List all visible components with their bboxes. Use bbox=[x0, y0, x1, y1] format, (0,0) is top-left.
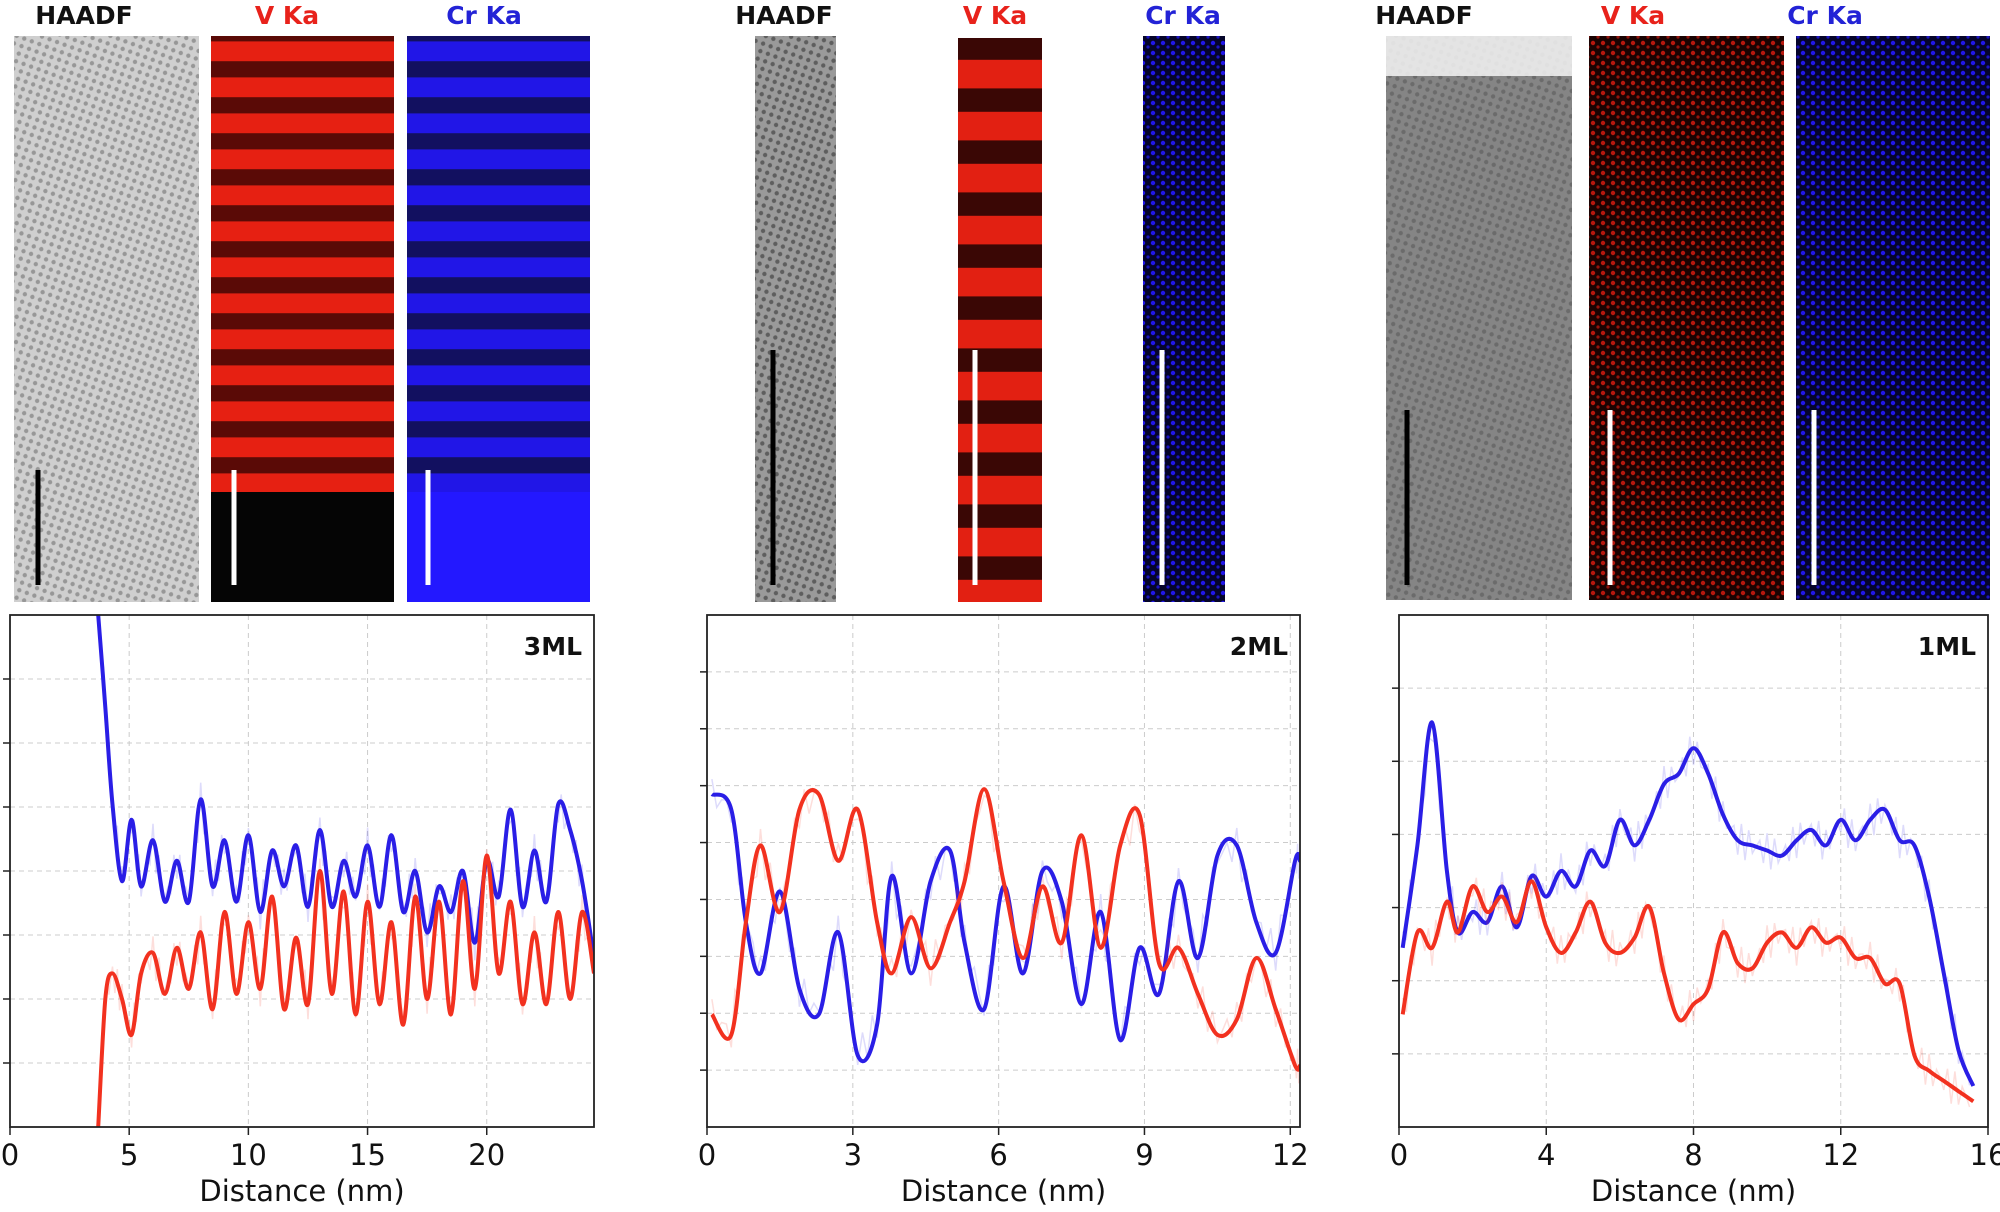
chart-2ML: 0 3 6 9 12 Distance (nm) 2ML bbox=[698, 614, 1309, 1208]
surface-region bbox=[1386, 36, 1572, 76]
map-label: Cr Ka bbox=[446, 1, 522, 30]
x-tick-label: 3 bbox=[844, 1138, 862, 1172]
x-axis-label: Distance (nm) bbox=[901, 1174, 1106, 1208]
series-line-cr-ka bbox=[710, 792, 1300, 1064]
raw-trace-v-ka bbox=[1401, 875, 1971, 1108]
map-image bbox=[14, 36, 199, 602]
map-image bbox=[958, 38, 1042, 602]
x-tick-label: 15 bbox=[349, 1138, 386, 1172]
series-group bbox=[96, 615, 594, 1127]
x-tick-label: 6 bbox=[989, 1138, 1007, 1172]
chart-3ML: 0 5 10 15 20 Distance (nm) 3ML bbox=[1, 614, 595, 1208]
v-map-1ml bbox=[1589, 36, 1784, 600]
panel-annotation: 1ML bbox=[1918, 632, 1976, 661]
cr-map-3ml bbox=[407, 36, 590, 602]
haadf-2ml bbox=[755, 36, 836, 602]
x-tick-label: 0 bbox=[1390, 1138, 1408, 1172]
substrate-region bbox=[211, 492, 394, 602]
x-tick-label: 16 bbox=[1970, 1138, 2000, 1172]
series-line-v-ka bbox=[96, 853, 594, 1127]
series-line-v-ka bbox=[1400, 879, 1975, 1104]
map-label: Cr Ka bbox=[1787, 1, 1863, 30]
panel-annotation: 3ML bbox=[524, 632, 582, 661]
series-line-v-ka bbox=[710, 787, 1300, 1072]
map-label: HAADF bbox=[1375, 1, 1472, 30]
plot-frame bbox=[706, 614, 1301, 1128]
map-image bbox=[1589, 36, 1784, 600]
map-image bbox=[1386, 36, 1572, 600]
map-image bbox=[755, 36, 836, 602]
x-tick-label: 10 bbox=[230, 1138, 267, 1172]
x-tick-label: 9 bbox=[1135, 1138, 1153, 1172]
haadf-3ml bbox=[14, 36, 199, 602]
x-tick-label: 12 bbox=[1272, 1138, 1309, 1172]
x-axis-label: Distance (nm) bbox=[199, 1174, 404, 1208]
map-label: HAADF bbox=[35, 1, 132, 30]
map-label: V Ka bbox=[963, 1, 1027, 30]
map-label: V Ka bbox=[1601, 1, 1665, 30]
v-map-2ml bbox=[958, 38, 1042, 602]
raw-trace-v-ka bbox=[711, 789, 1300, 1084]
v-map-3ml bbox=[211, 36, 394, 602]
series-group bbox=[1400, 720, 1976, 1108]
x-tick-label: 20 bbox=[468, 1138, 505, 1172]
x-tick-label: 0 bbox=[698, 1138, 716, 1172]
x-tick-label: 8 bbox=[1684, 1138, 1702, 1172]
x-tick-label: 12 bbox=[1822, 1138, 1859, 1172]
series-group bbox=[710, 778, 1300, 1084]
map-label: HAADF bbox=[735, 1, 832, 30]
haadf-1ml bbox=[1386, 36, 1572, 600]
chart-1ML: 0 4 8 12 16 Distance (nm) 1ML bbox=[1390, 614, 2000, 1208]
x-tick-label: 4 bbox=[1537, 1138, 1555, 1172]
map-label: V Ka bbox=[255, 1, 319, 30]
cr-map-2ml bbox=[1143, 36, 1225, 602]
x-axis-label: Distance (nm) bbox=[1591, 1174, 1796, 1208]
map-image bbox=[1796, 36, 1990, 600]
plot-frame bbox=[9, 614, 595, 1128]
map-image bbox=[1143, 36, 1225, 602]
series-line-cr-ka bbox=[96, 615, 594, 959]
x-tick-label: 5 bbox=[120, 1138, 138, 1172]
x-tick-label: 0 bbox=[1, 1138, 19, 1172]
substrate-region bbox=[407, 492, 590, 602]
series-line-cr-ka bbox=[1400, 720, 1976, 1087]
map-label: Cr Ka bbox=[1145, 1, 1221, 30]
cr-map-1ml bbox=[1796, 36, 1990, 600]
panel-annotation: 2ML bbox=[1230, 632, 1288, 661]
